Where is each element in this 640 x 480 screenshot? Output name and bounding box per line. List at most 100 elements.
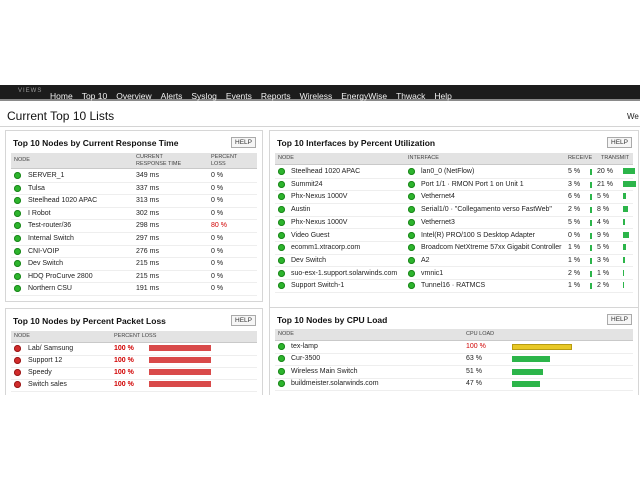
node-name[interactable]: suo-esx-1.support.solarwinds.com (291, 269, 398, 277)
nav-item-alerts[interactable]: Alerts (160, 91, 183, 101)
nav-item-thwack[interactable]: Thwack (396, 91, 426, 101)
col-transmit: TRANSMIT (601, 155, 630, 161)
table-row[interactable]: Dev Switch 215 ms 0 % (11, 257, 257, 271)
table-row[interactable]: Phx-Nexus 1000V Vethernet3 5 % 4 % (275, 216, 633, 230)
cpu-value: 51 % (466, 367, 482, 375)
node-name[interactable]: Phx-Nexus 1000V (291, 218, 348, 226)
table-row[interactable]: Switch sales 100 % (11, 379, 257, 392)
nav-item-top-10[interactable]: Top 10 (81, 91, 108, 101)
interface-name[interactable]: Vethernet3 (421, 218, 455, 226)
table-row[interactable]: Dev Switch A2 1 % 3 % (275, 254, 633, 268)
nav-item-energywise[interactable]: EnergyWise (341, 91, 388, 101)
interface-name[interactable]: A2 (421, 256, 430, 264)
interface-name[interactable]: lan0_0 (NetFlow) (421, 168, 475, 175)
nav-item-wireless[interactable]: Wireless (299, 91, 333, 101)
node-name[interactable]: I Robot (28, 209, 51, 217)
help-button[interactable]: HELP (607, 137, 632, 148)
node-name[interactable]: Steelhead 1020 APAC (291, 168, 361, 175)
table-row[interactable]: Phx-Nexus 1000V Vethernet4 6 % 5 % (275, 190, 633, 204)
table-row[interactable]: ecomm1.xtracorp.com Broadcom NetXtreme 57… (275, 241, 633, 255)
node-name[interactable]: Internal Switch (28, 235, 74, 242)
node-name[interactable]: Austin (291, 206, 311, 214)
node-name[interactable]: Test-router/36 (28, 222, 72, 230)
percent-loss: 0 % (211, 247, 224, 255)
table-row[interactable]: CNI-VOIP 276 ms 0 % (11, 245, 257, 259)
table-row[interactable]: Northern CSU 191 ms 0 % (11, 282, 257, 296)
status-up-icon (14, 235, 21, 242)
table-row[interactable]: Summit24 Port 1/1 · RMON Port 1 on Unit 1… (275, 178, 636, 192)
node-name[interactable]: Tulsa (28, 184, 45, 192)
table-row[interactable]: I Robot 302 ms 0 % (11, 207, 257, 221)
interface-name[interactable]: Vethernet4 (421, 193, 455, 201)
receive-bar (590, 245, 592, 252)
node-name[interactable]: Video Guest (291, 231, 330, 239)
table-row[interactable]: Speedy 100 % (11, 367, 257, 380)
table-row[interactable]: Lab/ Samsung 100 % (11, 343, 257, 356)
nav-item-events[interactable]: Events (225, 91, 252, 101)
response-time: 349 ms (136, 172, 159, 179)
interface-name[interactable]: Intel(R) PRO/100 S Desktop Adapter (421, 231, 535, 239)
transmit-value: 2 % (597, 282, 610, 290)
table-row[interactable]: Wireless Main Switch 51 % (275, 366, 633, 379)
node-name[interactable]: Phx-Nexus 1000V (291, 193, 348, 201)
interface-name[interactable]: Tunnel16 · RATMCS (421, 282, 486, 290)
interface-name[interactable]: Broadcom NetXtreme 57xx Gigabit Controll… (421, 244, 562, 252)
node-name[interactable]: buildmeister.solarwinds.com (291, 379, 379, 387)
table-row[interactable]: Steelhead 1020 APAC lan0_0 (NetFlow) 5 % 20… (275, 165, 635, 179)
node-name[interactable]: Summit24 (291, 180, 323, 188)
table-row[interactable]: suo-esx-1.support.solarwinds.com vmnic1 2 … (275, 267, 633, 281)
node-name[interactable]: Wireless Main Switch (291, 367, 358, 375)
table-row[interactable]: tex-lamp 100 % (275, 341, 633, 354)
interface-name[interactable]: Port 1/1 · RMON Port 1 on Unit 1 (421, 180, 524, 188)
node-name[interactable]: Steelhead 1020 APAC (28, 197, 98, 205)
node-name[interactable]: Switch sales (28, 381, 67, 388)
percent-loss: 0 % (211, 172, 224, 179)
status-down-icon (14, 345, 21, 352)
node-name[interactable]: Support 12 (28, 357, 63, 364)
table-row[interactable]: Support Switch-1 Tunnel16 · RATMCS 1 % 2 % (275, 279, 633, 293)
help-button[interactable]: HELP (231, 137, 256, 148)
nav-item-overview[interactable]: Overview (116, 91, 152, 101)
node-name[interactable]: Northern CSU (28, 285, 72, 293)
help-button[interactable]: HELP (607, 314, 632, 325)
node-name[interactable]: Dev Switch (291, 256, 327, 264)
views-label: VIEWS (18, 88, 43, 94)
table-row[interactable]: HDQ ProCurve 2800 215 ms 0 % (11, 270, 257, 284)
table-row[interactable]: SERVER_1 349 ms 0 % (11, 169, 257, 183)
nav-item-syslog[interactable]: Syslog (191, 91, 217, 101)
interface-up-icon (408, 282, 415, 290)
node-name[interactable]: HDQ ProCurve 2800 (28, 272, 93, 280)
col-cpu: CPU LOAD (466, 331, 495, 337)
interface-name[interactable]: Serial1/0 · "Collegamento verso FastWeb" (421, 206, 552, 214)
status-up-icon (14, 272, 21, 280)
node-name[interactable]: ecomm1.xtracorp.com (291, 244, 361, 252)
table-row[interactable]: Internal Switch 297 ms 0 % (11, 232, 257, 246)
table-row[interactable]: Austin Serial1/0 · "Collegamento verso Fa… (275, 203, 633, 217)
percent-loss: 100 % (114, 357, 134, 364)
status-down-icon (14, 357, 21, 364)
nav-item-help[interactable]: Help (434, 91, 452, 101)
table-row[interactable]: Test-router/36 298 ms 80 % (11, 219, 257, 233)
table-row[interactable]: buildmeister.solarwinds.com 47 % (275, 378, 633, 391)
node-name[interactable]: Cur-3500 (291, 355, 321, 363)
loss-bar (149, 369, 211, 375)
node-name[interactable]: Lab/ Samsung (28, 345, 74, 352)
status-up-icon (278, 256, 285, 264)
table-row[interactable]: Steelhead 1020 APAC 313 ms 0 % (11, 194, 257, 208)
node-name[interactable]: Support Switch-1 (291, 282, 345, 290)
node-name[interactable]: SERVER_1 (28, 172, 65, 179)
interface-name[interactable]: vmnic1 (421, 269, 444, 277)
node-name[interactable]: Dev Switch (28, 260, 64, 268)
nav-item-reports[interactable]: Reports (260, 91, 291, 101)
node-name[interactable]: Speedy (28, 369, 52, 376)
node-name[interactable]: CNI-VOIP (28, 247, 60, 255)
nav-item-home[interactable]: Home (50, 91, 73, 101)
table-row[interactable]: Video Guest Intel(R) PRO/100 S Desktop Ad… (275, 229, 633, 242)
table-row[interactable]: Tulsa 337 ms 0 % (11, 182, 257, 196)
table-header: NODE CURRENT RESPONSE TIME PERCENT LOSS (11, 153, 257, 169)
help-button[interactable]: HELP (231, 315, 256, 326)
table-row[interactable]: Support 12 100 % (11, 355, 257, 368)
node-name[interactable]: tex-lamp (291, 343, 318, 350)
transmit-bar (623, 206, 628, 213)
table-row[interactable]: Cur-3500 63 % (275, 353, 633, 367)
